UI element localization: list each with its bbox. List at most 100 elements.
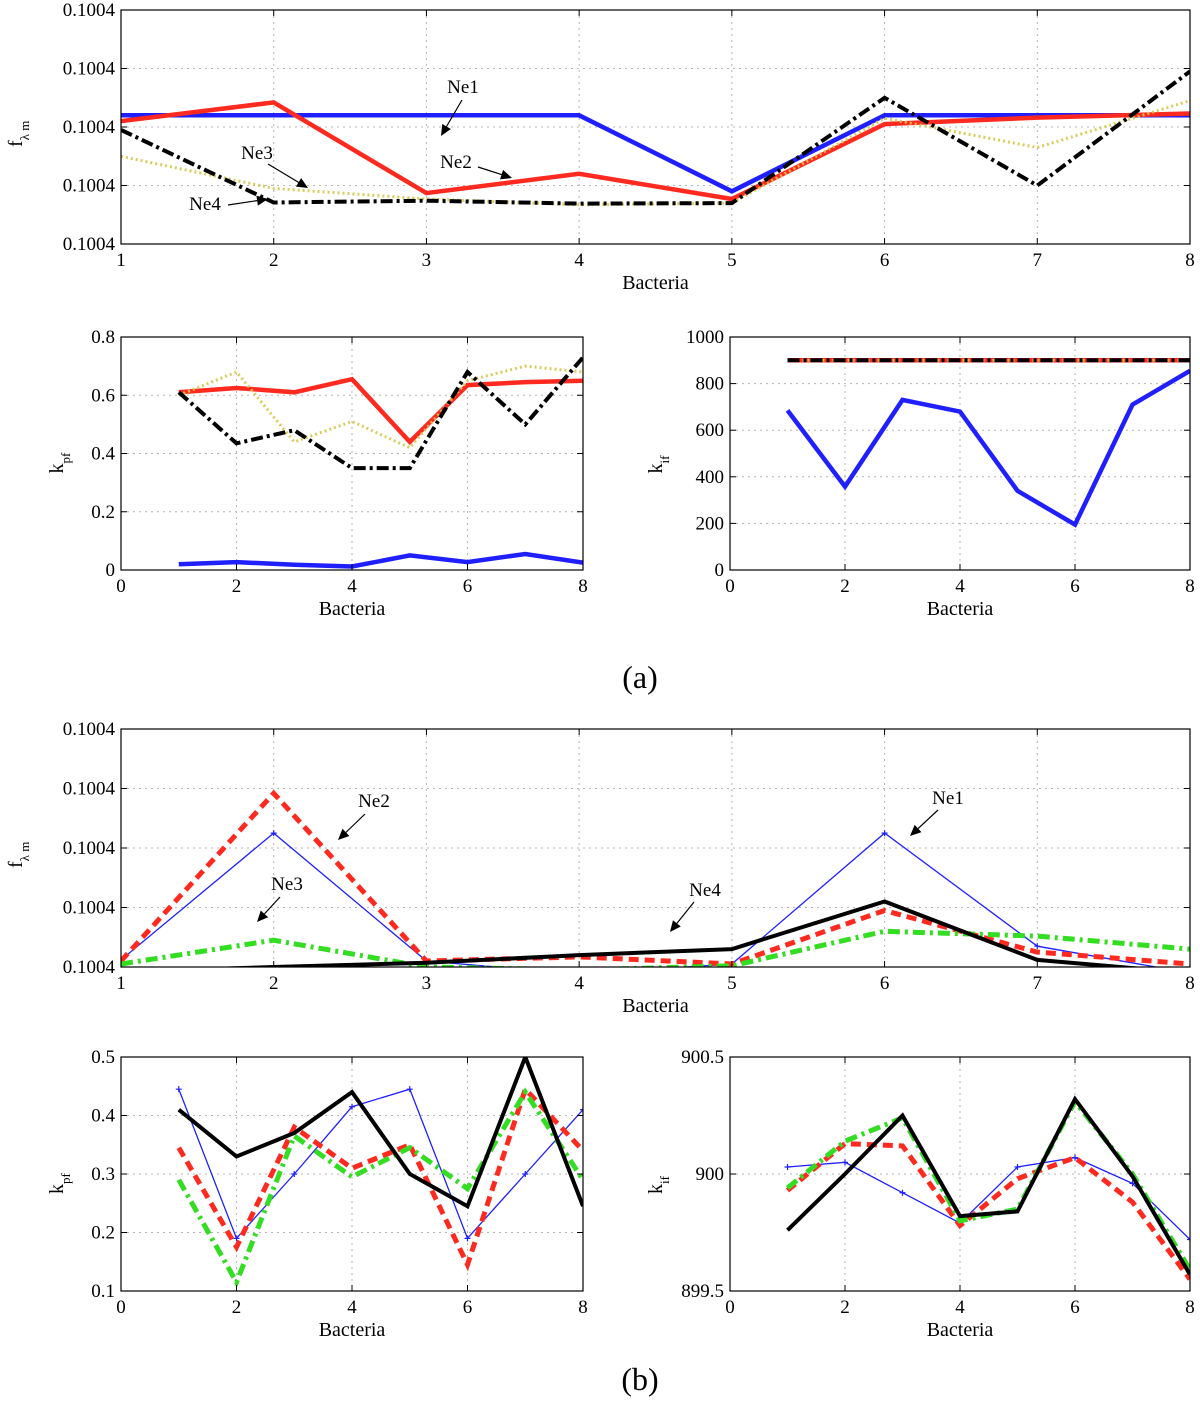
data-point-ne1 — [842, 1159, 848, 1166]
y-axis-label: fλ m — [5, 842, 32, 868]
x-tick-label: 8 — [578, 576, 588, 597]
x-tick-label: 4 — [574, 250, 584, 271]
data-point-ne1 — [1072, 1154, 1078, 1161]
y-tick-label: 0.1004 — [63, 957, 116, 978]
series-line-ne4 — [177, 1057, 583, 1210]
data-point-ne1 — [349, 1103, 355, 1110]
annotation-ne3: Ne3 — [241, 143, 273, 164]
data-point-ne1 — [580, 1106, 583, 1113]
series-line-ne2 — [178, 376, 583, 446]
y-tick-label: 0.4 — [91, 444, 115, 465]
annotation-ne1: Ne1 — [932, 788, 964, 809]
y-tick-label: 800 — [696, 374, 725, 395]
data-point-ne1 — [233, 1235, 240, 1242]
panel-b-bottom-left: 0 2 4 6 8 0.1 0.2 0.3 0.4 0.5 Bacteria kpf — [46, 1047, 588, 1341]
series-line-ne2 — [176, 1084, 583, 1272]
x-tick-label: 2 — [269, 973, 279, 994]
series-line-ne3 — [178, 364, 583, 450]
annotation-ne4: Ne4 — [689, 880, 721, 901]
panel-a-bottom-right: 0 2 4 6 8 0 200 400 600 800 1000 Bacteria kif — [645, 327, 1195, 620]
y-tick-label: 0 — [715, 560, 725, 581]
x-tick-label: 5 — [727, 973, 737, 994]
series-line-ne1 — [121, 832, 1160, 967]
x-axis-label: Bacteria — [319, 598, 386, 620]
x-tick-label: 4 — [574, 973, 584, 994]
series-line-ne4 — [786, 1095, 1190, 1276]
data-point-ne1 — [784, 1163, 791, 1170]
caption-b: (b) — [621, 1361, 658, 1397]
x-tick-label: 3 — [422, 973, 432, 994]
y-axis-label: kpf — [46, 452, 73, 474]
y-tick-label: 0.1004 — [63, 0, 116, 21]
x-tick-label: 6 — [1070, 1297, 1080, 1318]
series-line-ne1 — [787, 1156, 1190, 1240]
annotation-arrow — [227, 195, 268, 206]
series-line-ne4 — [121, 69, 1190, 206]
series-line-ne3 — [121, 928, 1190, 967]
caption-a: (a) — [622, 659, 658, 695]
series-line-ne3 — [176, 1087, 583, 1288]
y-tick-label: 0.2 — [91, 1223, 115, 1244]
x-tick-label: 2 — [840, 1297, 850, 1318]
x-tick-label: 1 — [116, 973, 126, 994]
y-axis-label: kif — [645, 455, 672, 474]
data-point-ne1 — [522, 1171, 529, 1177]
y-tick-label: 400 — [696, 467, 725, 488]
y-tick-label: 0.1004 — [63, 234, 116, 255]
x-tick-label: 1 — [116, 250, 126, 271]
x-tick-label: 6 — [463, 576, 473, 597]
x-tick-label: 2 — [232, 1297, 242, 1318]
y-tick-label: 1000 — [686, 327, 724, 348]
series-line-ne2 — [121, 100, 1190, 202]
x-tick-label: 4 — [955, 1297, 965, 1318]
annotation-ne2: Ne2 — [440, 152, 472, 173]
data-point-ne1 — [881, 830, 888, 837]
x-axis-label: Bacteria — [927, 1319, 994, 1341]
y-axis-label: kpf — [46, 1173, 73, 1195]
data-point-ne1 — [175, 1086, 182, 1093]
x-tick-label: 0 — [725, 576, 735, 597]
data-point-ne1 — [270, 830, 277, 837]
x-tick-label: 4 — [347, 1297, 357, 1318]
x-axis-label: Bacteria — [319, 1319, 386, 1341]
y-tick-label: 0.1004 — [63, 117, 116, 138]
series-line-ne3 — [785, 1096, 1190, 1272]
data-point-ne1 — [406, 1086, 413, 1093]
x-tick-label: 8 — [1185, 973, 1195, 994]
data-point-ne1 — [1187, 1236, 1190, 1243]
series-line-ne2 — [121, 789, 1190, 967]
y-axis-label: kif — [645, 1175, 672, 1194]
x-axis-label: Bacteria — [622, 272, 689, 294]
x-tick-label: 6 — [880, 973, 890, 994]
y-tick-label: 0.6 — [91, 385, 115, 406]
x-axis-label: Bacteria — [927, 598, 994, 620]
x-tick-label: 6 — [463, 1297, 473, 1318]
x-tick-label: 8 — [1185, 1297, 1195, 1318]
x-tick-label: 7 — [1033, 973, 1043, 994]
x-tick-label: 3 — [422, 250, 432, 271]
x-tick-label: 2 — [232, 576, 242, 597]
data-point-ne1 — [464, 1235, 471, 1242]
panel-a-bottom-left: 0 2 4 6 8 0 0.2 0.4 0.6 0.8 Bacteria kpf — [46, 327, 588, 620]
y-tick-label: 0.1004 — [63, 59, 116, 80]
y-tick-label: 600 — [696, 420, 725, 441]
annotation-arrow — [441, 99, 463, 136]
data-point-ne1 — [1014, 1163, 1021, 1170]
y-tick-label: 0.1004 — [63, 176, 116, 197]
y-tick-label: 0.1004 — [63, 719, 116, 740]
panel-a-top: 1 2 3 4 5 6 7 8 0.1004 0.1004 0.1004 0.1004 0.1004 Ba… — [5, 0, 1195, 294]
x-tick-label: 8 — [1185, 576, 1195, 597]
y-tick-label: 0 — [106, 560, 116, 581]
x-tick-label: 0 — [116, 1297, 126, 1318]
x-tick-label: 6 — [1070, 576, 1080, 597]
data-point-ne1 — [291, 1171, 298, 1177]
x-tick-label: 4 — [955, 576, 965, 597]
annotation-ne2: Ne2 — [358, 791, 390, 812]
y-tick-label: 900 — [696, 1164, 725, 1185]
annotation-ne4: Ne4 — [189, 194, 221, 215]
annotation-ne3: Ne3 — [271, 874, 303, 895]
x-tick-label: 5 — [727, 250, 737, 271]
series-line-ne3 — [121, 99, 1190, 207]
y-axis-label: fλ m — [5, 121, 32, 147]
